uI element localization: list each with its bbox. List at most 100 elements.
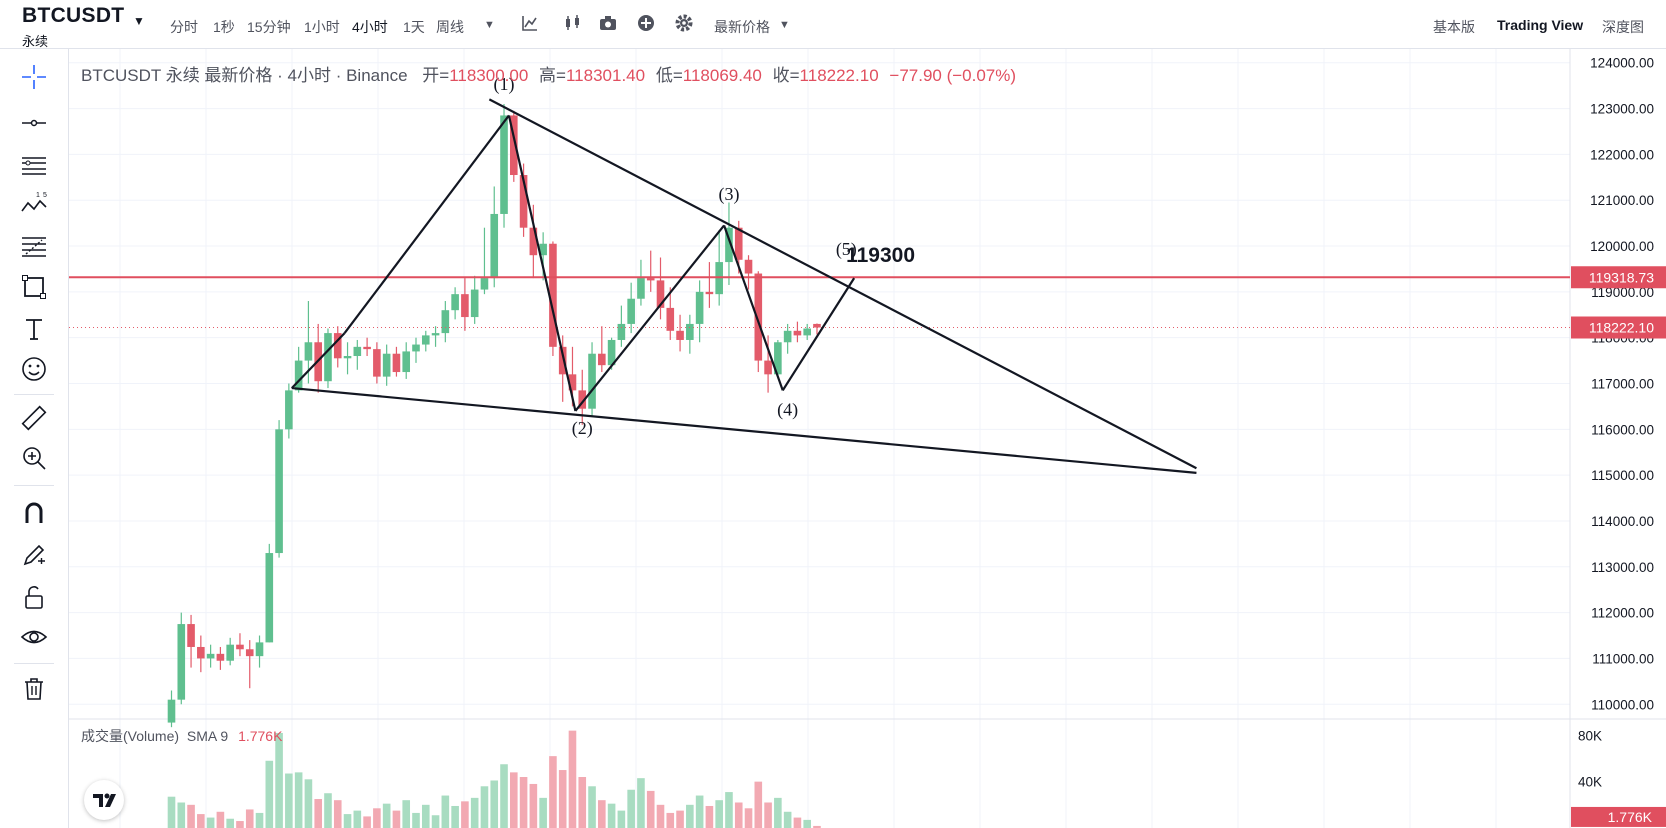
- candle: [764, 335, 772, 393]
- candle-body: [656, 280, 665, 308]
- indicators-icon[interactable]: [520, 13, 540, 33]
- volume-bar: [226, 818, 234, 828]
- candle: [353, 339, 362, 370]
- view-basic-button[interactable]: 基本版: [1433, 19, 1475, 35]
- timeframe-tab-active[interactable]: 4小时: [352, 19, 388, 35]
- legend-change: −77.90 (−0.07%): [889, 66, 1017, 85]
- candle-body: [421, 335, 430, 345]
- zoom-in-icon[interactable]: [18, 442, 50, 474]
- candle: [510, 110, 518, 182]
- price-tick-label: 120000.00: [1590, 239, 1654, 254]
- candle-body: [206, 653, 215, 659]
- tradingview-logo[interactable]: [84, 780, 124, 820]
- candle-body: [774, 342, 782, 375]
- candle: [187, 614, 195, 668]
- candle-body: [754, 273, 763, 361]
- candle: [265, 543, 274, 643]
- wave-line: [291, 332, 346, 389]
- svg-text:1: 1: [36, 192, 40, 199]
- volume-bar: [187, 804, 195, 828]
- resistance-price-tag: 119318.73: [1589, 269, 1654, 285]
- candle: [402, 342, 411, 379]
- candle-body: [588, 353, 596, 409]
- trend-line: [488, 98, 1197, 470]
- volume-bar: [392, 810, 401, 828]
- crosshair-icon[interactable]: [18, 61, 50, 93]
- chart-type-icon[interactable]: [563, 13, 583, 33]
- magnet-icon[interactable]: [18, 497, 50, 529]
- candle-body: [226, 644, 234, 661]
- view-depth-button[interactable]: 深度图: [1602, 19, 1644, 35]
- candle-body: [265, 553, 274, 643]
- drawing-mode-icon[interactable]: [18, 539, 50, 571]
- candle-body: [245, 649, 254, 657]
- unlock-icon[interactable]: [18, 581, 50, 613]
- trash-icon[interactable]: [18, 672, 50, 704]
- more-timeframes-chevron-icon[interactable]: ▼: [484, 19, 495, 31]
- candle: [803, 323, 811, 340]
- candle-body: [167, 699, 176, 723]
- price-tick-label: 112000.00: [1591, 606, 1654, 621]
- candle: [470, 275, 479, 324]
- price-tick-label: 113000.00: [1591, 560, 1654, 575]
- timeframe-tab[interactable]: 1小时: [304, 19, 340, 35]
- price-type-selector[interactable]: 最新价格: [714, 19, 770, 35]
- candle: [705, 262, 714, 308]
- candle-body: [686, 323, 694, 340]
- camera-icon[interactable]: [598, 13, 618, 33]
- candle: [783, 323, 792, 354]
- volume-bar: [695, 795, 704, 828]
- volume-sma: SMA 9: [186, 728, 229, 744]
- price-type-chevron-icon[interactable]: ▼: [779, 19, 790, 31]
- volume-bar: [431, 815, 440, 828]
- price-tick-label: 119000.00: [1591, 285, 1654, 300]
- ruler-icon[interactable]: [18, 402, 50, 434]
- candle: [441, 301, 450, 343]
- candle: [167, 690, 176, 728]
- candle-body: [187, 624, 195, 647]
- candle: [324, 328, 332, 389]
- candle-body: [470, 289, 479, 318]
- candle: [333, 326, 342, 368]
- volume-bar: [783, 811, 792, 828]
- symbol-selector[interactable]: BTCUSDT: [22, 4, 125, 27]
- emoji-icon[interactable]: [18, 353, 50, 385]
- candle-body: [500, 115, 508, 214]
- candle-body: [783, 330, 792, 343]
- ohlc-legend: BTCUSDT 永续 最新价格 · 4小时 · Binance 开=118300…: [81, 61, 1016, 86]
- settings-gear-icon[interactable]: [674, 13, 694, 33]
- trend-line-icon[interactable]: [18, 107, 50, 139]
- volume-bar: [598, 800, 606, 828]
- volume-bar: [333, 800, 342, 828]
- timeframe-tab[interactable]: 1秒: [213, 19, 235, 35]
- symbol-caret-icon[interactable]: ▼: [133, 14, 145, 28]
- timeframe-tab[interactable]: 分时: [170, 19, 198, 35]
- timeframe-tab[interactable]: 1天: [403, 19, 425, 35]
- wave-label: (5): [836, 239, 857, 260]
- candle-body: [285, 390, 293, 430]
- candle: [421, 330, 430, 352]
- volume-bar: [558, 770, 567, 828]
- volume-tick-label: 40K: [1578, 775, 1602, 790]
- price-tick-label: 117000.00: [1591, 377, 1654, 392]
- fib-retracement-icon[interactable]: [18, 230, 50, 262]
- candle-body: [236, 644, 244, 650]
- candle: [392, 346, 401, 377]
- volume-bar: [627, 789, 635, 828]
- visibility-eye-icon[interactable]: [18, 621, 50, 653]
- candle: [255, 635, 264, 668]
- volume-bar: [617, 810, 626, 828]
- wave-line: [343, 114, 510, 334]
- timeframe-tab[interactable]: 15分钟: [247, 19, 291, 35]
- view-tradingview-button[interactable]: Trading View: [1497, 17, 1584, 33]
- candle-body: [519, 175, 528, 228]
- horizontal-lines-icon[interactable]: [18, 150, 50, 182]
- candle-body: [216, 653, 225, 661]
- text-tool-icon[interactable]: [18, 313, 50, 345]
- rectangle-icon[interactable]: [18, 271, 50, 303]
- candle-body: [441, 310, 450, 334]
- add-compare-icon[interactable]: [636, 13, 656, 33]
- timeframe-tab[interactable]: 周线: [436, 19, 464, 35]
